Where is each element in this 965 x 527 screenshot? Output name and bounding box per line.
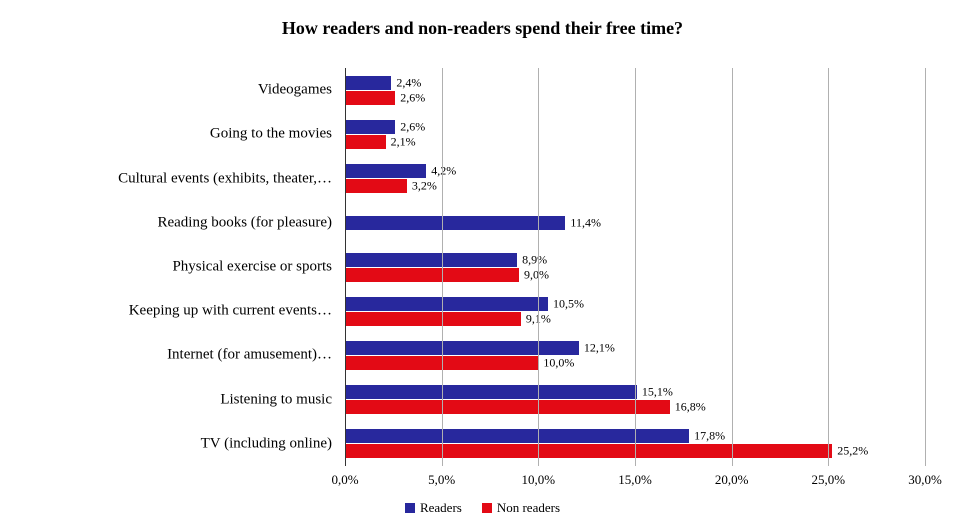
bar-value-label: 11,4% [570, 215, 601, 230]
grid-line [345, 68, 346, 466]
bar [345, 312, 521, 326]
bar [345, 164, 426, 178]
category-label: Internet (for amusement)… [167, 347, 332, 364]
bar-value-label: 4,2% [431, 164, 456, 179]
bar-value-label: 17,8% [694, 429, 725, 444]
grid-line [635, 68, 636, 466]
legend-swatch [405, 503, 415, 513]
legend: Readers Non readers [0, 500, 965, 518]
x-tick-label: 25,0% [812, 472, 846, 488]
category-label: TV (including online) [201, 435, 332, 452]
category-label: Videogames [258, 82, 332, 99]
bar [345, 179, 407, 193]
y-axis-category-labels: Videogames Going to the movies Cultural ev… [0, 68, 338, 466]
grid-line [925, 68, 926, 466]
bar-value-label: 8,9% [522, 252, 547, 267]
grid-line [538, 68, 539, 466]
x-tick-label: 20,0% [715, 472, 749, 488]
bar [345, 444, 832, 458]
category-label: Reading books (for pleasure) [157, 214, 332, 231]
bar [345, 253, 517, 267]
category-label: Cultural events (exhibits, theater,… [118, 170, 332, 187]
bar [345, 400, 670, 414]
legend-item: Readers [405, 500, 462, 516]
bar [345, 120, 395, 134]
grid-line [442, 68, 443, 466]
category-label: Physical exercise or sports [172, 259, 332, 276]
x-tick-label: 10,0% [522, 472, 556, 488]
category-label: Going to the movies [210, 126, 332, 143]
legend-item: Non readers [482, 500, 560, 516]
bar-value-label: 2,6% [400, 119, 425, 134]
x-tick-label: 0,0% [331, 472, 358, 488]
legend-label: Readers [420, 500, 462, 516]
bar [345, 76, 391, 90]
bar-value-label: 16,8% [675, 400, 706, 415]
bar [345, 297, 548, 311]
legend-swatch [482, 503, 492, 513]
bar [345, 135, 386, 149]
x-tick-label: 15,0% [618, 472, 652, 488]
bar-value-label: 2,6% [400, 90, 425, 105]
bar [345, 268, 519, 282]
chart-title: How readers and non-readers spend their … [0, 18, 965, 39]
chart-container: How readers and non-readers spend their … [0, 0, 965, 527]
bar [345, 385, 637, 399]
bar-value-label: 25,2% [837, 444, 868, 459]
grid-line [732, 68, 733, 466]
plot-area: 2,4%2,6%2,6%2,1%4,2%3,2%11,4%8,9%9,0%10,… [345, 68, 925, 466]
bar-value-label: 10,5% [553, 296, 584, 311]
category-label: Listening to music [220, 391, 332, 408]
bar [345, 216, 565, 230]
bar-value-label: 12,1% [584, 340, 615, 355]
bar-value-label: 9,0% [524, 267, 549, 282]
bar-value-label: 2,1% [391, 134, 416, 149]
category-label: Keeping up with current events… [129, 303, 332, 320]
x-tick-label: 30,0% [908, 472, 942, 488]
bar-value-label: 3,2% [412, 179, 437, 194]
bar [345, 429, 689, 443]
bar [345, 91, 395, 105]
bar-value-label: 15,1% [642, 385, 673, 400]
legend-label: Non readers [497, 500, 560, 516]
bar [345, 341, 579, 355]
grid-line [828, 68, 829, 466]
bar-value-label: 10,0% [543, 355, 574, 370]
bar-value-label: 2,4% [396, 75, 421, 90]
x-axis-labels: 0,0%5,0%10,0%15,0%20,0%25,0%30,0% [345, 472, 925, 492]
x-tick-label: 5,0% [428, 472, 455, 488]
